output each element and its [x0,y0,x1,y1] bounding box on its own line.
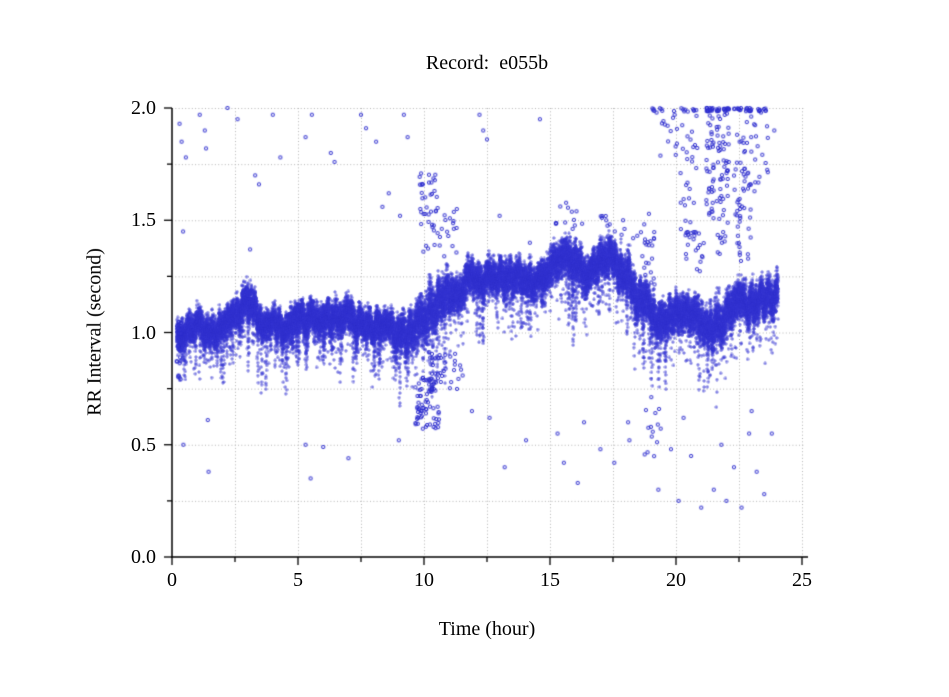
x-tick-label: 5 [293,569,303,591]
x-tick-label: 25 [792,569,812,591]
x-tick-label: 20 [666,569,686,591]
x-tick-label: 10 [414,569,434,591]
y-tick-label: 1.5 [131,209,156,232]
y-tick-label: 2.0 [131,97,156,119]
y-tick-label: 1.0 [131,321,156,344]
chart-title: Record: e055b [425,52,549,74]
x-axis-label: Time (hour) [438,618,536,640]
y-tick-label: 0.0 [131,546,156,568]
x-tick-label: 0 [167,569,177,591]
x-tick-label: 15 [540,569,560,591]
y-tick-label: 0.5 [131,433,156,456]
